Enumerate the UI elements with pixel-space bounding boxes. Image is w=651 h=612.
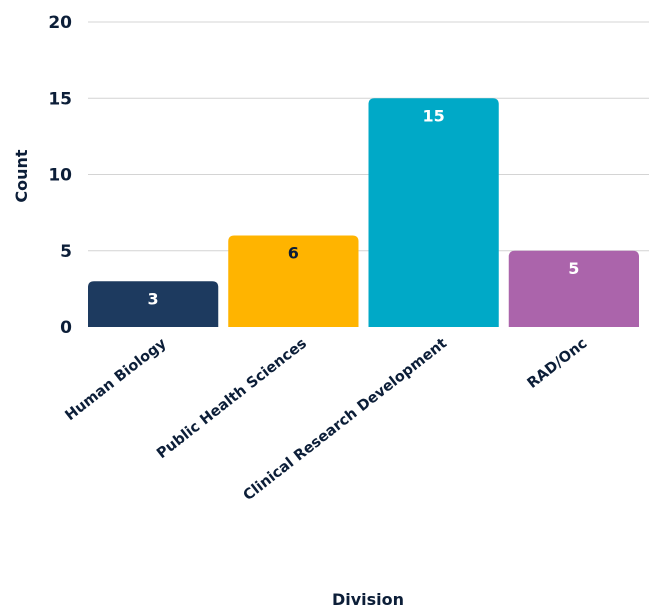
bar — [368, 98, 499, 327]
bar — [228, 235, 359, 327]
x-tick-label: Public Health Sciences — [154, 336, 310, 463]
data-label: 6 — [288, 244, 299, 263]
y-tick-label: 15 — [48, 89, 72, 109]
bar — [88, 281, 219, 327]
y-tick-label: 20 — [48, 13, 72, 33]
bar — [508, 250, 639, 327]
x-axis-title: Division — [332, 590, 404, 609]
bars: 3 6 15 5 — [88, 98, 639, 327]
y-tick-label: 10 — [48, 166, 72, 186]
y-tick-label: 5 — [60, 242, 72, 262]
data-label: 15 — [422, 106, 444, 125]
data-label: 5 — [568, 259, 579, 278]
data-label: 3 — [148, 289, 159, 308]
x-tick-label: RAD/Onc — [525, 336, 591, 392]
x-tick-label: Human Biology — [62, 335, 170, 424]
y-tick-label: 0 — [60, 318, 72, 338]
y-axis-title: Count — [12, 149, 31, 203]
y-axis-ticks: 0 5 10 15 20 — [48, 13, 72, 338]
